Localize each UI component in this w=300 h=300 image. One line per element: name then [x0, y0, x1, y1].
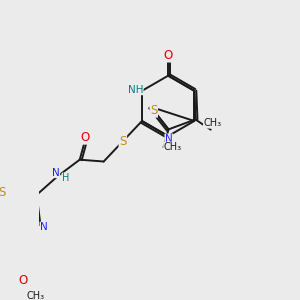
Text: O: O [18, 274, 27, 287]
Text: NH: NH [128, 85, 143, 95]
Text: S: S [0, 186, 6, 199]
Text: N: N [52, 168, 60, 178]
Text: N: N [165, 134, 173, 144]
Text: S: S [119, 135, 127, 148]
Text: O: O [81, 131, 90, 144]
Text: S: S [150, 104, 158, 117]
Text: O: O [164, 49, 173, 62]
Text: CH₃: CH₃ [164, 142, 182, 152]
Text: CH₃: CH₃ [203, 118, 222, 128]
Text: H: H [62, 173, 69, 183]
Text: CH₃: CH₃ [27, 291, 45, 300]
Text: N: N [40, 222, 48, 232]
